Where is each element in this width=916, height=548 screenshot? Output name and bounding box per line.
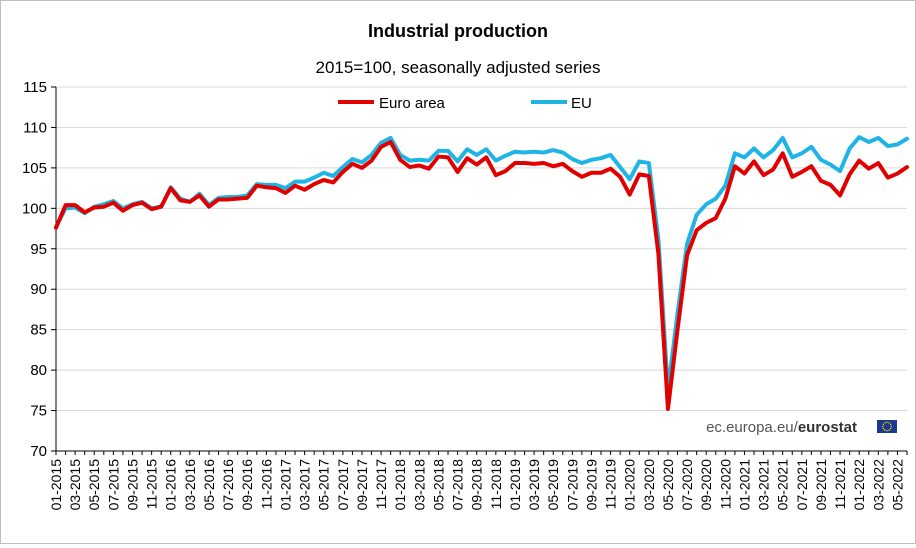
legend-label-euro-area: Euro area	[379, 95, 446, 112]
x-tick-label: 03-2022	[870, 459, 886, 511]
x-tick-label: 01-2020	[622, 459, 638, 511]
x-tick-label: 11-2015	[144, 459, 160, 510]
x-tick-label: 01-2017	[277, 459, 293, 511]
flag-star	[882, 427, 885, 430]
x-tick-label: 05-2020	[660, 459, 676, 511]
x-tick-label: 07-2015	[105, 459, 121, 511]
chart-subtitle: 2015=100, seasonally adjusted series	[316, 58, 601, 77]
flag-star	[890, 425, 892, 428]
x-tick-label: 03-2018	[411, 459, 427, 511]
y-tick-label: 90	[30, 281, 47, 298]
x-tick-label: 05-2017	[316, 459, 332, 511]
x-tick-label: 09-2021	[813, 459, 829, 511]
flag-star	[886, 430, 888, 432]
y-axis: 70 75 80 85 90 95 100 105 110 115	[22, 79, 57, 460]
x-tick-label: 05-2018	[430, 459, 446, 511]
x-tick-label: 07-2020	[679, 459, 695, 511]
x-tick-label: 07-2019	[564, 459, 580, 511]
x-tick-label: 09-2017	[354, 459, 370, 511]
x-tick-label: 03-2020	[641, 459, 657, 511]
x-tick-label: 05-2022	[889, 459, 905, 511]
y-tick-label: 80	[30, 362, 47, 379]
flag-star	[882, 423, 885, 426]
y-tick-label: 70	[30, 443, 47, 460]
watermark-text: ec.europa.eu/eurostat	[706, 419, 857, 436]
flag-star	[888, 422, 890, 424]
legend-label-eu: EU	[571, 95, 592, 112]
x-tick-label: 03-2016	[182, 459, 198, 511]
x-tick-label: 07-2021	[794, 459, 810, 511]
x-tick-label: 09-2018	[469, 459, 485, 511]
series-line-eu	[54, 135, 909, 393]
x-tick-label: 11-2018	[488, 459, 504, 510]
x-tick-label: 09-2020	[698, 459, 714, 511]
x-tick-label: 03-2019	[526, 459, 542, 511]
flag-star	[884, 422, 886, 424]
x-tick-label: 07-2016	[220, 459, 236, 511]
x-tick-label: 07-2017	[335, 459, 351, 511]
x-tick-label: 05-2021	[775, 459, 791, 511]
x-tick-label: 01-2021	[736, 459, 752, 511]
x-tick-label: 11-2020	[717, 459, 733, 510]
x-tick-label: 01-2016	[163, 459, 179, 511]
x-tick-label: 09-2015	[124, 459, 140, 511]
x-tick-label: 05-2019	[545, 459, 561, 511]
x-tick-label: 03-2021	[756, 459, 772, 511]
x-tick-label: 11-2017	[373, 459, 389, 510]
series-line-euro-area	[54, 140, 909, 411]
x-tick-label: 11-2016	[258, 459, 274, 510]
flag-star	[889, 423, 892, 426]
x-tick-label: 01-2019	[507, 459, 523, 511]
flag-star	[886, 421, 888, 423]
gridlines	[56, 86, 907, 412]
watermark: ec.europa.eu/eurostat	[706, 419, 897, 436]
y-tick-label: 100	[22, 200, 47, 217]
y-tick-label: 75	[30, 403, 47, 420]
watermark-brand: eurostat	[798, 419, 857, 436]
x-tick-label: 05-2015	[86, 459, 102, 511]
series-lines	[54, 135, 909, 411]
x-tick-label: 11-2019	[603, 459, 619, 510]
flag-star	[888, 429, 890, 431]
y-tick-label: 95	[30, 241, 47, 258]
eu-flag-icon	[877, 420, 897, 433]
x-tick-label: 01-2018	[392, 459, 408, 511]
x-tick-label: 07-2018	[450, 459, 466, 511]
y-tick-label: 85	[30, 322, 47, 339]
x-tick-label: 01-2015	[48, 459, 64, 511]
y-tick-label: 110	[23, 119, 47, 136]
y-tick-label: 105	[22, 160, 47, 177]
flag-star	[884, 429, 886, 431]
x-tick-label: 03-2015	[67, 459, 83, 511]
flag-field	[877, 420, 897, 433]
x-tick-label: 01-2022	[851, 459, 867, 511]
x-axis: 01-2015 03-2015 05-2015 07-2015 09-2015 11-20…	[48, 450, 908, 511]
x-tick-label: 09-2016	[239, 459, 255, 511]
y-tick-label: 115	[23, 79, 47, 96]
flag-star	[882, 425, 884, 428]
flag-star	[889, 427, 892, 430]
legend: Euro area EU	[338, 95, 592, 112]
x-tick-label: 03-2017	[297, 459, 313, 511]
chart-title: Industrial production	[368, 21, 548, 41]
watermark-source: ec.europa.eu/	[706, 419, 799, 436]
x-tick-label: 09-2019	[583, 459, 599, 511]
x-tick-label: 05-2016	[201, 459, 217, 511]
x-tick-label: 11-2021	[832, 459, 848, 510]
